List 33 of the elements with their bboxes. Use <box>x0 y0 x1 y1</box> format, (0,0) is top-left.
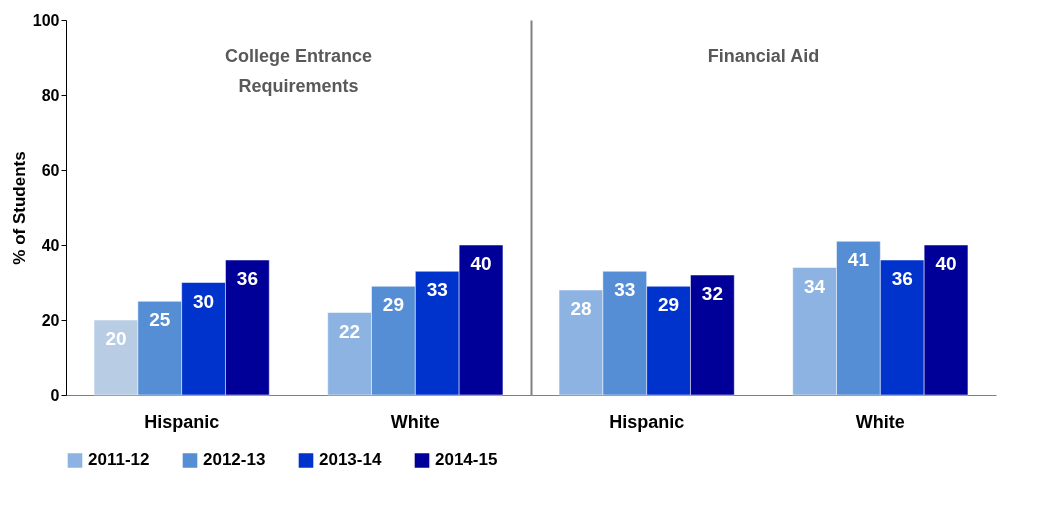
legend-label: 2013-14 <box>319 450 382 470</box>
data-label: 33 <box>426 279 448 301</box>
x-tick-label: Hispanic <box>609 411 685 432</box>
data-label: 41 <box>847 249 870 271</box>
data-label: 33 <box>614 279 636 301</box>
text: Financial Aid <box>707 46 820 66</box>
data-label: 36 <box>236 268 258 289</box>
y-tick-label: 80 <box>41 86 60 104</box>
data-label: 40 <box>470 253 492 274</box>
x-tick-label: Hispanic <box>144 411 220 432</box>
legend-label: 2012-13 <box>203 450 266 470</box>
x-tick-label: White <box>390 411 440 432</box>
text: College Entrance Requirements <box>224 46 373 96</box>
data-label: 20 <box>105 328 127 349</box>
data-label: 30 <box>193 290 215 312</box>
x-tick-label: White <box>855 411 905 432</box>
data-label: 36 <box>891 268 913 289</box>
data-label: 40 <box>935 253 957 274</box>
data-label: 25 <box>149 309 171 331</box>
y-axis-title: % of Students <box>9 151 29 265</box>
legend-label: 2014-15 <box>435 450 498 470</box>
data-label: 34 <box>804 275 826 297</box>
data-label: 32 <box>701 283 723 304</box>
y-tick-label: 40 <box>41 236 60 254</box>
data-label: 29 <box>382 294 404 316</box>
y-tick-label: 60 <box>41 161 60 179</box>
data-label: 28 <box>570 298 592 319</box>
data-label: 22 <box>339 320 361 342</box>
legend-label: 2011-12 <box>88 450 150 470</box>
data-label: 29 <box>658 294 680 316</box>
y-tick-label: 0 <box>50 386 60 404</box>
y-tick-label: 100 <box>32 11 60 29</box>
y-tick-label: 20 <box>41 311 60 329</box>
